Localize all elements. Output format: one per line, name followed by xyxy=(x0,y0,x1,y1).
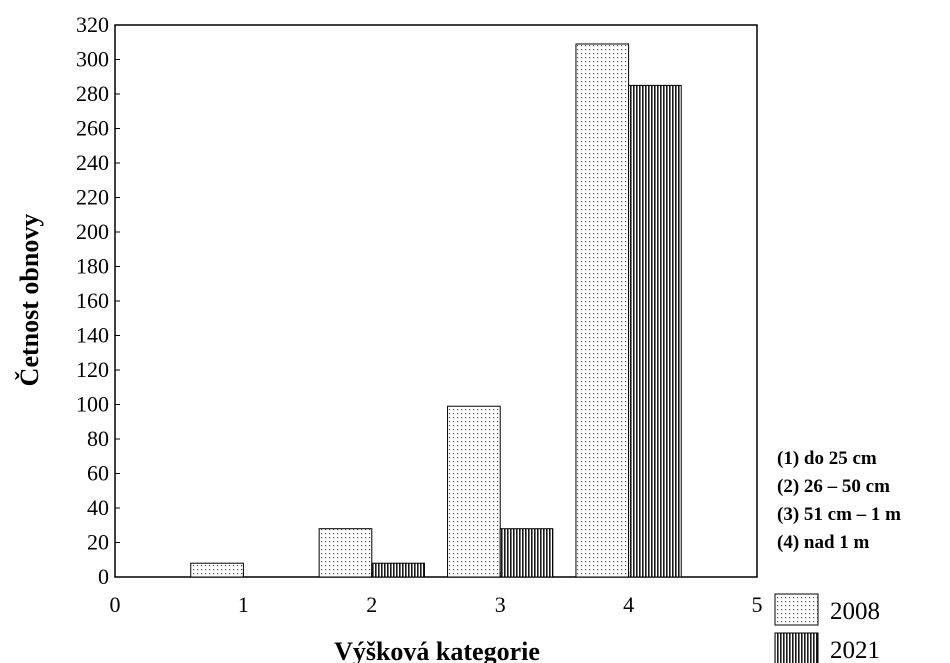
y-tick-label: 320 xyxy=(76,12,109,37)
x-tick-label: 2 xyxy=(366,592,377,617)
bar-2021-cat-2 xyxy=(371,562,425,578)
y-tick-label: 100 xyxy=(76,392,109,417)
y-tick-label: 160 xyxy=(76,288,109,313)
y-tick-label: 300 xyxy=(76,47,109,72)
y-tick-label: 280 xyxy=(76,81,109,106)
y-tick-label: 260 xyxy=(76,116,109,141)
y-tick-label: 80 xyxy=(87,426,109,451)
category-notes: (1) do 25 cm (2) 26 – 50 cm (3) 51 cm – 1 … xyxy=(777,448,901,553)
y-tick-label: 60 xyxy=(87,461,109,486)
y-tick-label: 120 xyxy=(76,357,109,382)
y-tick-label: 220 xyxy=(76,185,109,210)
category-note: (3) 51 cm – 1 m xyxy=(777,504,901,525)
bar-2008-cat-1 xyxy=(190,562,244,578)
x-tick-label: 0 xyxy=(110,592,121,617)
bar-2008-cat-2 xyxy=(318,528,373,578)
y-tick-label: 240 xyxy=(76,150,109,175)
legend-swatch-2021 xyxy=(774,632,819,663)
bar-2008-cat-3 xyxy=(447,405,501,578)
legend-label-2021: 2021 xyxy=(830,637,880,663)
y-tick-label: 200 xyxy=(76,219,109,244)
y-tick-label: 0 xyxy=(98,564,109,589)
y-axis: 0 20 40 60 80 100 120 140 160 180 200 220 240 260 280 3… xyxy=(76,12,120,589)
x-axis-title: Výšková kategorie xyxy=(334,637,540,663)
x-tick-label: 5 xyxy=(752,592,763,617)
category-note: (1) do 25 cm xyxy=(777,448,877,469)
bar-2021-cat-4 xyxy=(628,84,682,578)
legend-swatch-2008 xyxy=(774,593,819,626)
x-axis: 0 1 2 3 4 5 xyxy=(110,572,763,617)
bar-2008-cat-4 xyxy=(575,43,630,578)
y-tick-label: 180 xyxy=(76,254,109,279)
x-tick-label: 1 xyxy=(238,592,249,617)
legend: 2008 2021 xyxy=(774,593,880,663)
category-note: (2) 26 – 50 cm xyxy=(777,476,890,497)
y-tick-label: 40 xyxy=(87,495,109,520)
legend-label-2008: 2008 xyxy=(830,598,880,625)
bar-2021-cat-3 xyxy=(499,528,554,578)
x-tick-label: 3 xyxy=(495,592,506,617)
x-tick-label: 4 xyxy=(623,592,634,617)
category-note: (4) nad 1 m xyxy=(777,532,870,553)
bars-group xyxy=(190,43,682,578)
y-axis-title: Četnost obnovy xyxy=(15,214,44,387)
y-tick-label: 20 xyxy=(87,530,109,555)
y-tick-label: 140 xyxy=(76,323,109,348)
